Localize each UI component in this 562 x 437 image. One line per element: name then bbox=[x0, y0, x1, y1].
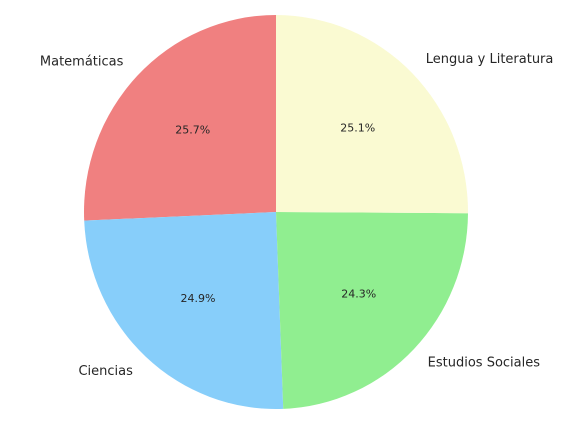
pie-slice bbox=[276, 15, 468, 214]
slice-percent: 24.3% bbox=[341, 287, 376, 300]
slice-label: Lengua y Literatura bbox=[426, 52, 554, 67]
pie-slice bbox=[276, 212, 468, 409]
slice-label: Matemáticas bbox=[40, 55, 124, 70]
slice-label: Ciencias bbox=[78, 364, 133, 379]
pie-slice bbox=[83, 15, 276, 221]
slice-percent: 24.9% bbox=[180, 292, 215, 305]
pie-slice bbox=[84, 212, 284, 409]
slice-percent: 25.1% bbox=[340, 122, 375, 135]
slice-percent: 25.7% bbox=[175, 123, 210, 136]
slice-label: Estudios Sociales bbox=[428, 355, 541, 370]
